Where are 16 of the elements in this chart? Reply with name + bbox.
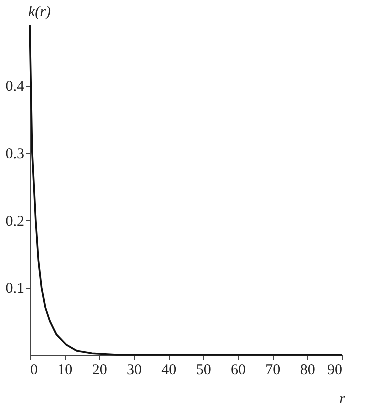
y-tick-label: 0.2 [6, 214, 24, 230]
x-tick-label: 30 [127, 362, 142, 378]
y-tick-label: 0.1 [6, 281, 24, 298]
x-tick-label: 50 [196, 362, 212, 378]
x-tick-label: 10 [58, 362, 73, 378]
y-tick-label: 0.4 [6, 79, 25, 96]
x-tick-label: 90 [328, 362, 342, 378]
x-tick-label: 70 [266, 362, 281, 378]
x-tick-label: 20 [92, 362, 108, 378]
x-axis-title: r [340, 392, 346, 408]
y-axis-title: k(r) [28, 4, 51, 20]
x-tick-label: 0 [30, 362, 38, 378]
x-tick-label: 80 [300, 362, 316, 378]
y-tick-label: 0.3 [6, 146, 24, 162]
x-tick-label: 40 [162, 362, 177, 378]
x-tick-label: 60 [231, 362, 246, 378]
